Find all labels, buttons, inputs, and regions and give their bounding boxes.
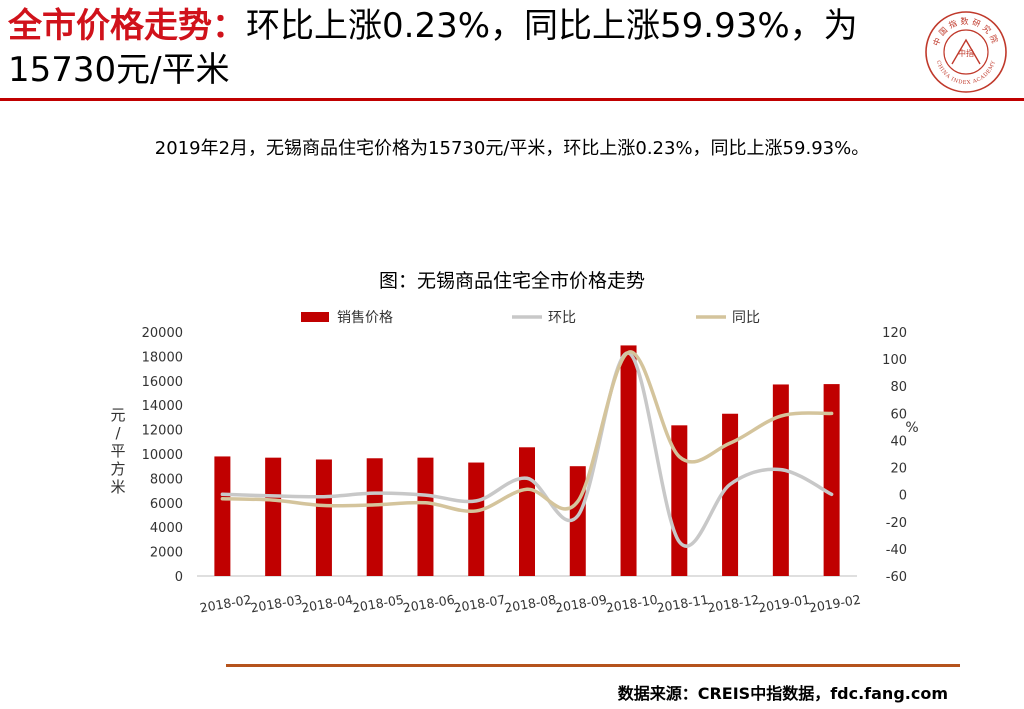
chart-title: 图：无锡商品住宅全市价格走势 bbox=[378, 270, 645, 292]
y-left-tick-label: 0 bbox=[175, 570, 183, 585]
y-left-axis-label-char: 方 bbox=[110, 460, 125, 478]
x-tick-label: 2018-08 bbox=[503, 592, 557, 616]
y-left-tick-label: 12000 bbox=[142, 424, 183, 439]
bar-sales-price bbox=[722, 413, 739, 576]
y-left-tick-label: 20000 bbox=[142, 326, 183, 341]
y-left-tick-label: 4000 bbox=[150, 521, 183, 536]
x-tick-label: 2018-11 bbox=[656, 592, 710, 616]
legend-sales-price-swatch bbox=[301, 312, 329, 322]
y-left-axis-label-char: 米 bbox=[110, 478, 125, 496]
y-right-tick-label: -40 bbox=[886, 543, 907, 558]
y-left-tick-label: 10000 bbox=[142, 448, 183, 463]
data-source: 数据来源：CREIS中指数据，fdc.fang.com bbox=[617, 684, 948, 703]
y-right-tick-label: -20 bbox=[886, 516, 907, 531]
y-right-tick-label: 100 bbox=[882, 353, 907, 368]
y-left-tick-label: 18000 bbox=[142, 350, 183, 365]
x-tick-label: 2018-12 bbox=[706, 592, 760, 616]
y-right-tick-label: 0 bbox=[899, 489, 907, 504]
y-right-tick-label: 20 bbox=[890, 462, 907, 477]
bar-sales-price bbox=[468, 462, 485, 576]
bar-sales-price bbox=[417, 457, 434, 576]
y-right-axis-label: % bbox=[905, 420, 918, 436]
bar-sales-price bbox=[315, 459, 332, 576]
x-tick-label: 2018-10 bbox=[605, 592, 659, 616]
legend-mom-label: 环比 bbox=[548, 310, 576, 326]
summary-text: 2019年2月，无锡商品住宅价格为15730元/平米，环比上涨0.23%，同比上… bbox=[154, 138, 870, 159]
bar-sales-price bbox=[823, 384, 840, 576]
legend-sales-price-label: 销售价格 bbox=[337, 310, 393, 326]
y-right-tick-label: 40 bbox=[890, 434, 907, 449]
x-tick-label: 2018-05 bbox=[351, 592, 405, 616]
x-tick-label: 2018-03 bbox=[249, 592, 303, 616]
series-line-mom bbox=[220, 351, 834, 548]
y-left-axis-label-char: 平 bbox=[110, 442, 125, 460]
y-left-tick-label: 14000 bbox=[142, 399, 183, 414]
x-tick-label: 2018-04 bbox=[300, 592, 354, 616]
china-index-academy-logo: 中国指数研究院 CHINA INDEX ACADEMY 中指 bbox=[925, 11, 1007, 93]
bar-sales-price bbox=[620, 345, 637, 576]
y-right-tick-label: 60 bbox=[890, 407, 907, 422]
bar-sales-price bbox=[772, 384, 789, 576]
bar-sales-price bbox=[214, 456, 231, 576]
bar-sales-price bbox=[366, 458, 383, 576]
x-tick-label: 2018-09 bbox=[554, 592, 608, 616]
y-left-axis-label-char: 元 bbox=[110, 406, 125, 424]
y-left-tick-label: 2000 bbox=[150, 546, 183, 561]
page-title-rest: 环比上涨0.23%，同比上涨59.93%，为15730元/平米 bbox=[8, 6, 858, 90]
y-left-tick-label: 8000 bbox=[150, 472, 183, 487]
x-tick-label: 2018-06 bbox=[402, 592, 456, 616]
logo-center-text: 中指 bbox=[958, 48, 974, 58]
page-title: 全市价格走势：环比上涨0.23%，同比上涨59.93%，为15730元/平米 bbox=[8, 4, 908, 92]
x-tick-label: 2018-07 bbox=[452, 592, 506, 616]
page-title-highlight: 全市价格走势： bbox=[8, 6, 246, 46]
x-tick-label: 2018-02 bbox=[199, 592, 253, 616]
legend-yoy-label: 同比 bbox=[732, 310, 760, 326]
bar-sales-price bbox=[265, 457, 282, 576]
y-right-tick-label: -60 bbox=[886, 570, 907, 585]
bar-sales-price bbox=[519, 447, 535, 576]
x-tick-label: 2019-01 bbox=[757, 592, 811, 616]
title-divider bbox=[0, 98, 1024, 101]
series-line-yoy bbox=[220, 350, 834, 514]
y-left-tick-label: 6000 bbox=[150, 497, 183, 512]
y-left-axis-label-char: / bbox=[115, 424, 121, 442]
y-right-tick-label: 80 bbox=[890, 380, 907, 395]
x-tick-label: 2019-02 bbox=[808, 592, 862, 616]
footer-divider bbox=[226, 664, 960, 667]
y-right-tick-label: 120 bbox=[882, 326, 907, 341]
y-left-tick-label: 16000 bbox=[142, 375, 183, 390]
